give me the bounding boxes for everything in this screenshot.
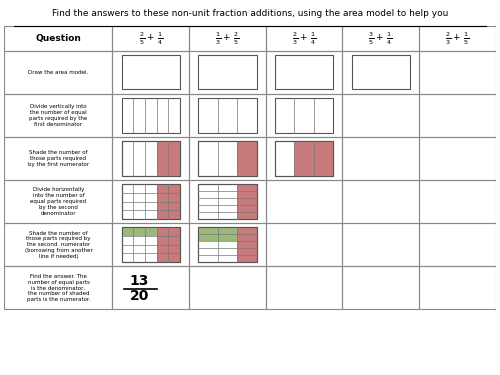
Bar (198, 227, 237, 241)
Text: Draw the area model.: Draw the area model. (28, 70, 88, 75)
Bar (189, 51, 266, 94)
Bar (156, 184, 180, 219)
Bar (342, 223, 419, 266)
Text: 20: 20 (130, 290, 149, 303)
Bar (4, 223, 112, 266)
Bar (237, 227, 256, 262)
Bar (342, 266, 419, 309)
Bar (266, 137, 342, 180)
Text: $\frac{3}{5}$ + $\frac{1}{4}$: $\frac{3}{5}$ + $\frac{1}{4}$ (368, 30, 393, 47)
Bar (266, 266, 342, 309)
Text: $\frac{2}{5}$ + $\frac{1}{4}$: $\frac{2}{5}$ + $\frac{1}{4}$ (138, 30, 163, 47)
Bar (4, 94, 112, 137)
Bar (266, 94, 342, 137)
Bar (4, 266, 112, 309)
Bar (419, 180, 496, 223)
Text: Shade the number of
those parts required
by the first numerator: Shade the number of those parts required… (28, 150, 89, 167)
Bar (237, 141, 256, 176)
Bar (4, 51, 112, 94)
Bar (237, 184, 256, 219)
Bar (4, 26, 112, 51)
Bar (275, 98, 333, 132)
Bar (112, 223, 189, 266)
Bar (342, 51, 419, 94)
Bar (4, 180, 112, 223)
Bar (198, 141, 256, 176)
Text: Shade the number of
those parts required by
the second  numerator
(borrowing fro: Shade the number of those parts required… (24, 231, 92, 259)
Bar (419, 137, 496, 180)
Text: $\frac{2}{3}$ + $\frac{1}{4}$: $\frac{2}{3}$ + $\frac{1}{4}$ (292, 30, 316, 47)
Bar (198, 98, 256, 132)
Bar (4, 137, 112, 180)
Text: 13: 13 (130, 274, 149, 288)
Text: Find the answer. The
number of equal parts
is the denominator,
the number of sha: Find the answer. The number of equal par… (26, 274, 90, 302)
Bar (266, 51, 342, 94)
Bar (122, 98, 180, 132)
Bar (352, 55, 410, 90)
Text: $\frac{1}{3}$ + $\frac{2}{5}$: $\frac{1}{3}$ + $\frac{2}{5}$ (215, 30, 240, 47)
Bar (419, 26, 496, 51)
Bar (419, 51, 496, 94)
Bar (122, 184, 180, 219)
Bar (122, 55, 180, 90)
Bar (112, 137, 189, 180)
Bar (189, 180, 266, 223)
Bar (198, 227, 256, 262)
Bar (275, 141, 333, 176)
Bar (294, 141, 333, 176)
Bar (266, 26, 342, 51)
Bar (122, 141, 180, 176)
Bar (342, 180, 419, 223)
Bar (266, 223, 342, 266)
Bar (189, 223, 266, 266)
Text: Divide vertically into
the number of equal
parts required by the
first denominat: Divide vertically into the number of equ… (30, 104, 88, 126)
Bar (156, 227, 180, 262)
Bar (266, 180, 342, 223)
Bar (122, 141, 180, 176)
Bar (419, 223, 496, 266)
Bar (122, 227, 156, 236)
Text: Divide horizontally
into the number of
equal parts required
by the second
denomi: Divide horizontally into the number of e… (30, 188, 86, 216)
Bar (342, 137, 419, 180)
Bar (112, 180, 189, 223)
Bar (112, 94, 189, 137)
Bar (419, 94, 496, 137)
Bar (419, 266, 496, 309)
Bar (122, 184, 180, 219)
Bar (189, 266, 266, 309)
Bar (198, 141, 256, 176)
Bar (112, 26, 189, 51)
Bar (112, 51, 189, 94)
Text: Question: Question (36, 34, 82, 43)
Bar (198, 227, 256, 262)
Bar (156, 141, 180, 176)
Bar (198, 55, 256, 90)
Bar (342, 94, 419, 137)
Bar (189, 26, 266, 51)
Bar (112, 266, 189, 309)
Bar (189, 137, 266, 180)
Text: $\frac{2}{3}$ + $\frac{1}{5}$: $\frac{2}{3}$ + $\frac{1}{5}$ (445, 30, 469, 47)
Bar (198, 184, 256, 219)
Text: Find the answers to these non-unit fraction additions, using the area model to h: Find the answers to these non-unit fract… (52, 9, 448, 18)
Bar (122, 227, 180, 262)
Bar (198, 184, 256, 219)
Bar (189, 94, 266, 137)
Bar (122, 227, 180, 262)
Bar (342, 26, 419, 51)
Bar (275, 55, 333, 90)
Bar (275, 141, 333, 176)
